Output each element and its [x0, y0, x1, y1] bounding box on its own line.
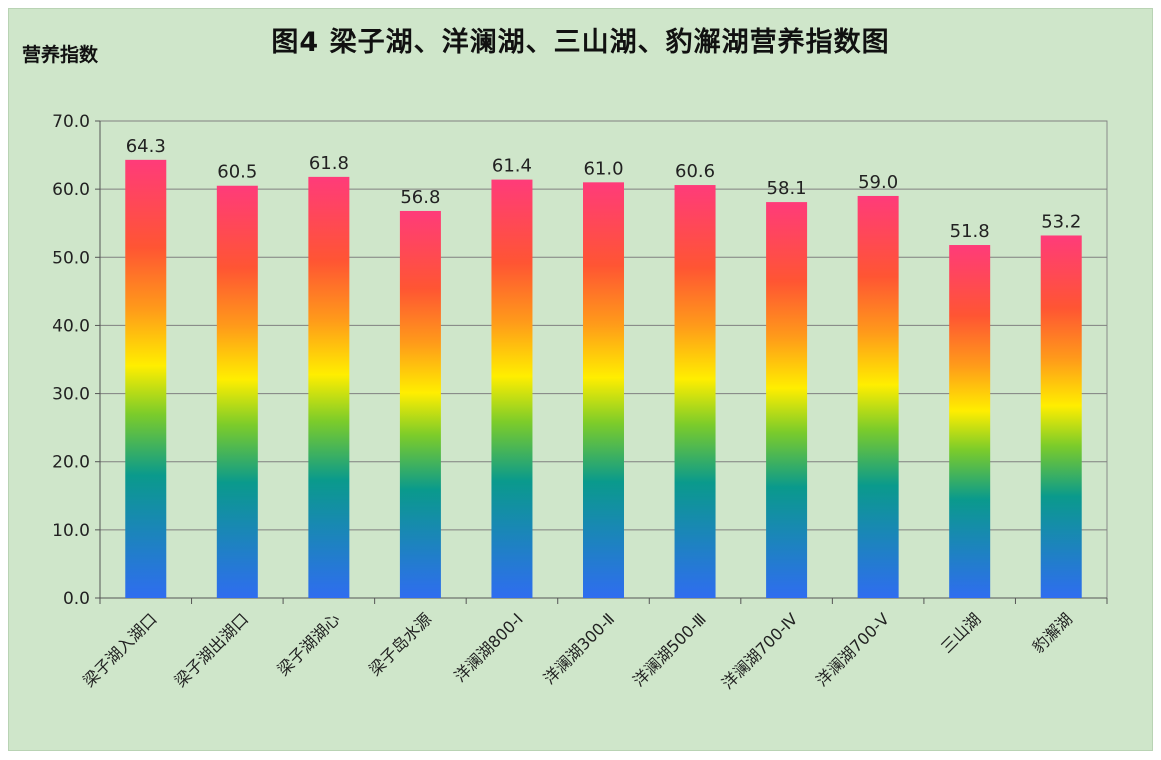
- y-tick-label: 0.0: [63, 589, 90, 609]
- data-label: 59.0: [858, 172, 898, 193]
- data-label: 56.8: [400, 187, 440, 208]
- data-label: 60.6: [675, 161, 715, 182]
- bar: [583, 182, 624, 599]
- bar: [857, 195, 899, 598]
- data-label: 64.3: [126, 136, 166, 157]
- y-tick-label: 20.0: [52, 453, 90, 473]
- data-label: 61.8: [309, 153, 349, 174]
- bar: [491, 179, 533, 599]
- y-tick-label: 40.0: [52, 316, 90, 336]
- data-label: 61.4: [492, 156, 532, 177]
- x-tick-label: 洋澜湖700-Ⅳ: [718, 609, 802, 693]
- data-label: 51.8: [950, 221, 990, 242]
- x-tick-label: 洋澜湖300-Ⅱ: [540, 609, 619, 688]
- data-label: 53.2: [1041, 211, 1081, 232]
- y-tick-label: 70.0: [52, 112, 90, 132]
- bar: [399, 210, 441, 598]
- y-tick-label: 60.0: [52, 180, 90, 200]
- x-tick-label: 梁子湖入湖口: [79, 609, 160, 690]
- bar: [674, 185, 716, 598]
- data-label: 60.5: [217, 162, 257, 183]
- x-tick-label: 洋澜湖800-Ⅰ: [450, 609, 526, 685]
- x-tick-label: 洋澜湖500-Ⅲ: [629, 609, 710, 690]
- bar: [949, 245, 991, 598]
- y-tick-label: 10.0: [52, 521, 90, 541]
- x-tick-label: 梁子岛水源: [365, 609, 435, 679]
- data-label: 58.1: [767, 178, 807, 199]
- bar: [216, 185, 258, 598]
- y-tick-label: 50.0: [52, 248, 90, 268]
- bar: [125, 159, 167, 598]
- y-tick-label: 30.0: [52, 385, 90, 405]
- x-tick-label: 三山湖: [937, 609, 984, 656]
- x-tick-label: 梁子湖出湖口: [171, 609, 252, 690]
- x-tick-label: 豹澥湖: [1029, 609, 1076, 656]
- data-label: 61.0: [583, 158, 623, 179]
- bar: [1040, 235, 1082, 599]
- bar: [766, 202, 808, 598]
- chart-title: 图4 梁子湖、洋澜湖、三山湖、豹澥湖营养指数图: [271, 27, 890, 58]
- x-tick-label: 梁子湖湖心: [274, 609, 344, 679]
- bar: [308, 176, 350, 598]
- x-tick-label: 洋澜湖700-Ⅴ: [812, 609, 893, 690]
- y-axis-label: 营养指数: [22, 44, 99, 66]
